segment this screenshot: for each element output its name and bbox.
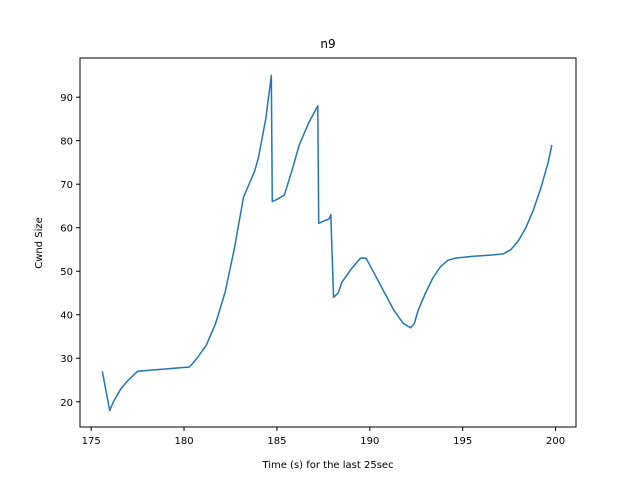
x-tick-label: 195: [453, 436, 472, 447]
y-tick-label: 80: [60, 137, 73, 148]
x-tick-label: 185: [267, 436, 286, 447]
y-axis-ticks: 20 30 40 50 60 70 80 90: [60, 93, 80, 409]
x-tick-label: 200: [546, 436, 565, 447]
x-tick-label: 175: [82, 436, 101, 447]
y-tick-label: 70: [60, 180, 73, 191]
y-tick-label: 60: [60, 224, 73, 235]
y-tick-label: 20: [60, 398, 73, 409]
y-tick-label: 30: [60, 354, 73, 365]
x-tick-label: 180: [174, 436, 193, 447]
cwnd-series-line: [101, 74, 553, 412]
y-tick-label: 90: [60, 93, 73, 104]
y-axis-label: Cwnd Size: [34, 217, 45, 269]
plot-frame: [79, 57, 577, 428]
y-tick-label: 40: [60, 311, 73, 322]
x-axis-ticks: 175 180 185 190 195 200: [82, 427, 565, 447]
plot-area: [101, 74, 553, 412]
chart-title: n9: [320, 37, 335, 51]
x-tick-label: 190: [360, 436, 379, 447]
x-axis-label: Time (s) for the last 25sec: [261, 460, 393, 471]
y-tick-label: 50: [60, 267, 73, 278]
